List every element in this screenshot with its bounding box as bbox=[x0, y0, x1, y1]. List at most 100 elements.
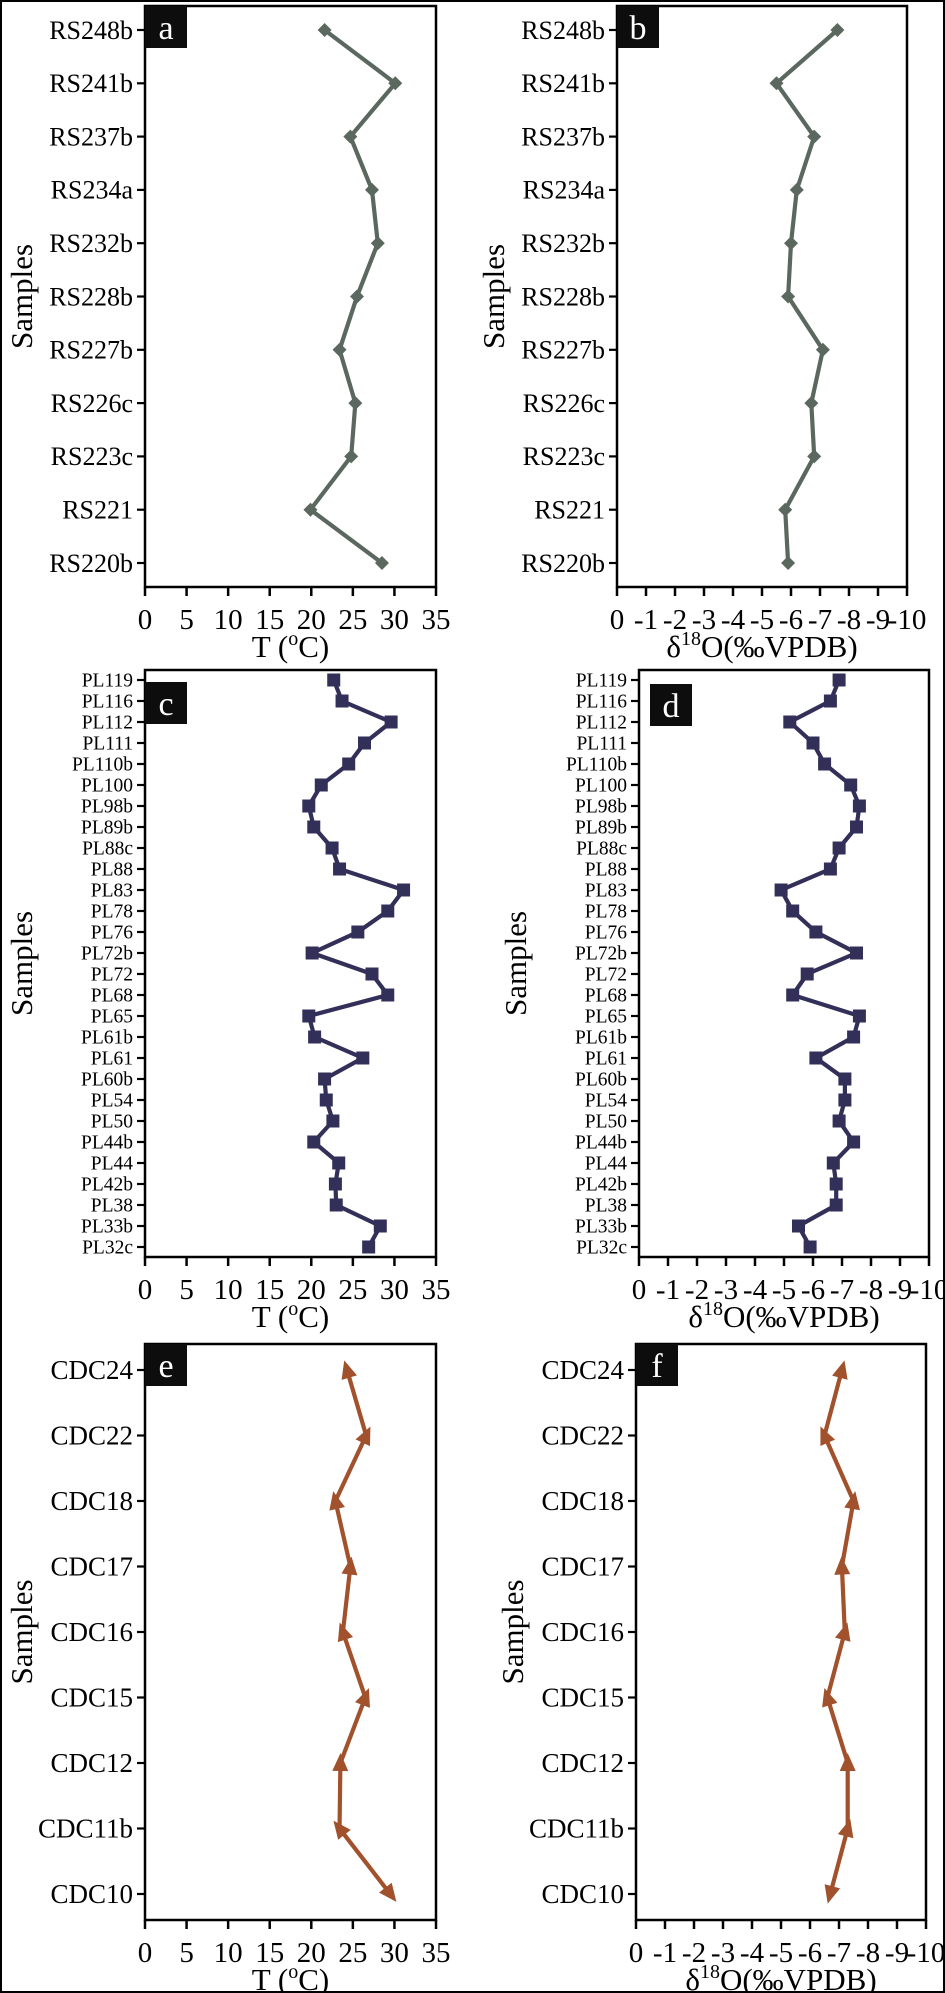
x-tick-label: -9 bbox=[888, 1274, 912, 1306]
data-point bbox=[302, 799, 316, 813]
plot-frame bbox=[143, 668, 438, 1259]
sample-label: PL50 bbox=[585, 1112, 627, 1133]
sample-label: CDC11b bbox=[38, 1814, 133, 1844]
x-tick-label: 10 bbox=[214, 604, 243, 636]
data-point bbox=[318, 1072, 332, 1086]
x-axis-title-sup: o bbox=[288, 1961, 298, 1983]
data-point bbox=[826, 1156, 840, 1170]
sample-label: PL42b bbox=[81, 1175, 133, 1196]
data-point bbox=[769, 76, 784, 91]
data-point bbox=[319, 1093, 333, 1107]
data-point bbox=[329, 1198, 343, 1212]
x-tick-label: 5 bbox=[179, 1937, 194, 1969]
sample-label: PL116 bbox=[576, 692, 628, 713]
x-tick-label: -10 bbox=[888, 604, 927, 636]
sample-label: CDC24 bbox=[50, 1355, 133, 1385]
data-point bbox=[818, 757, 832, 771]
data-point bbox=[343, 129, 358, 144]
data-point bbox=[344, 449, 359, 464]
x-tick-label: 0 bbox=[138, 1274, 153, 1306]
x-axis-title-pre: δ bbox=[666, 629, 681, 664]
data-point bbox=[807, 449, 822, 464]
x-tick-label: -2 bbox=[685, 1274, 709, 1306]
x-tick-label: 0 bbox=[632, 1274, 647, 1306]
x-tick-label: 5 bbox=[179, 1274, 194, 1306]
data-point bbox=[327, 673, 341, 687]
x-tick-label: 35 bbox=[422, 604, 451, 636]
panel-letter: b bbox=[630, 10, 647, 47]
panel-letter: f bbox=[651, 1348, 663, 1385]
panel-c: PL119PL116PL112PL111PL110bPL100PL98bPL89… bbox=[4, 668, 451, 1334]
sample-label: PL116 bbox=[82, 692, 134, 713]
x-tick-label: 0 bbox=[138, 604, 153, 636]
sample-label: RS232b bbox=[49, 229, 133, 258]
sample-label: PL100 bbox=[575, 776, 627, 797]
x-tick-label: -8 bbox=[859, 1274, 883, 1306]
data-point bbox=[332, 342, 347, 357]
sample-label: PL110b bbox=[72, 755, 133, 776]
data-point bbox=[314, 778, 328, 792]
x-axis-title-pre: T ( bbox=[252, 1962, 288, 1991]
sample-label: PL78 bbox=[91, 902, 133, 923]
sample-label: PL32c bbox=[576, 1238, 627, 1259]
x-axis-title-pre: δ bbox=[688, 1299, 703, 1334]
sample-label: PL83 bbox=[585, 881, 627, 902]
data-point bbox=[307, 820, 321, 834]
data-point bbox=[332, 1753, 349, 1772]
x-axis-title-pre: T ( bbox=[252, 629, 288, 664]
data-point bbox=[303, 502, 318, 517]
panel-letter-box: c bbox=[145, 682, 187, 724]
sample-label: PL88 bbox=[91, 860, 133, 881]
panel-letter-box: e bbox=[145, 1344, 187, 1386]
y-axis-title: Samples bbox=[498, 911, 533, 1016]
y-axis-title: Samples bbox=[476, 244, 511, 349]
data-point bbox=[341, 1360, 357, 1380]
x-tick-label: -2 bbox=[663, 604, 687, 636]
sample-label: RS220b bbox=[49, 549, 133, 578]
sample-label: PL38 bbox=[585, 1196, 627, 1217]
x-axis-title-post: O(‰VPDB) bbox=[720, 1962, 877, 1991]
panel-letter-box: f bbox=[636, 1344, 678, 1386]
x-axis-title-post: C) bbox=[298, 1962, 329, 1991]
sample-label: CDC12 bbox=[541, 1748, 624, 1778]
sample-label: RS221 bbox=[534, 496, 605, 525]
sample-label: PL60b bbox=[81, 1070, 133, 1091]
x-tick-label: -1 bbox=[656, 1274, 680, 1306]
x-tick-label: -6 bbox=[798, 1937, 822, 1969]
sample-label: RS234a bbox=[523, 176, 606, 205]
sample-label: PL33b bbox=[575, 1217, 627, 1238]
data-point bbox=[341, 1556, 358, 1576]
x-tick-label: -9 bbox=[885, 1937, 909, 1969]
x-axis-title: T (oC) bbox=[252, 1298, 329, 1334]
data-point bbox=[847, 1030, 861, 1044]
data-point bbox=[804, 396, 819, 411]
x-tick-label: 10 bbox=[214, 1937, 243, 1969]
data-point bbox=[823, 862, 837, 876]
sample-label: PL44 bbox=[91, 1154, 134, 1175]
x-tick-label: 30 bbox=[380, 604, 409, 636]
plot-frame bbox=[143, 4, 438, 589]
x-tick-label: -5 bbox=[750, 604, 774, 636]
data-point bbox=[302, 1009, 316, 1023]
sample-label: PL110b bbox=[566, 755, 627, 776]
data-point bbox=[351, 925, 365, 939]
data-point bbox=[844, 778, 858, 792]
x-axis-title-post: C) bbox=[298, 629, 329, 664]
x-axis-title: T (oC) bbox=[252, 628, 329, 664]
x-tick-label: 30 bbox=[380, 1937, 409, 1969]
data-point bbox=[329, 1491, 345, 1511]
sample-label: PL78 bbox=[585, 902, 627, 923]
x-tick-label: 5 bbox=[179, 604, 194, 636]
sample-label: CDC12 bbox=[50, 1748, 133, 1778]
sample-label: RS228b bbox=[49, 282, 133, 311]
x-tick-label: -8 bbox=[856, 1937, 880, 1969]
sample-label: PL54 bbox=[91, 1091, 134, 1112]
x-tick-label: -8 bbox=[837, 604, 861, 636]
data-point bbox=[807, 129, 822, 144]
sample-label: CDC15 bbox=[50, 1683, 133, 1713]
sample-label: PL98b bbox=[575, 797, 627, 818]
data-point bbox=[822, 1687, 838, 1708]
data-point bbox=[789, 182, 804, 197]
